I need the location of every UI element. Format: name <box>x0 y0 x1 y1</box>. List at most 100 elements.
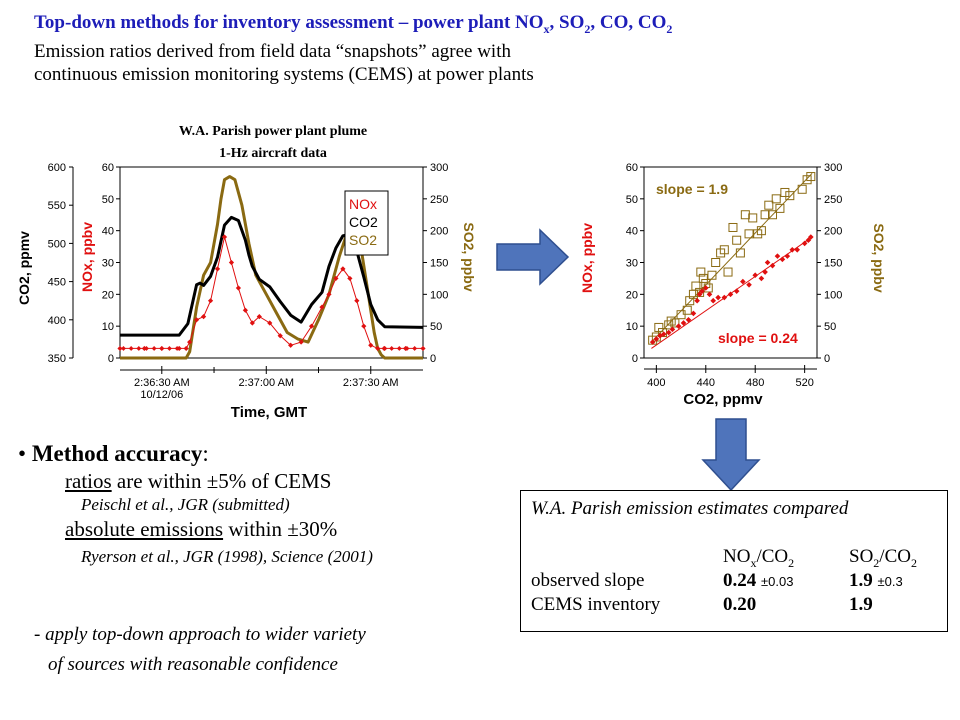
legend-so2: SO2 <box>349 232 377 248</box>
nox-scatter-point <box>746 281 752 288</box>
nox-series-point <box>235 285 242 291</box>
right-so2-axis-label: SO2, ppbv <box>871 223 887 292</box>
so2-tick-label: 250 <box>430 194 448 206</box>
citation-peischl: Peischl et al., JGR (submitted) <box>81 495 290 514</box>
nox-series-point <box>340 266 346 272</box>
time-tick-label: 2:37:00 AM <box>238 377 294 389</box>
so2-scatter-point <box>768 210 778 220</box>
nox-scatter-point <box>769 262 776 269</box>
so2-scatter-point <box>698 273 708 283</box>
nox-baseline-point <box>174 346 180 351</box>
nox-scatter-point <box>727 291 734 298</box>
so2-scatter-point <box>732 235 742 245</box>
co2-tick-label: 400 <box>48 315 66 327</box>
apply-note-line-1: - apply top-down approach to wider varie… <box>34 624 366 645</box>
slide-subtitle-line-2: continuous emission monitoring systems (… <box>34 63 534 85</box>
nox-scatter-point <box>758 275 765 282</box>
right-so2-tick-label: 150 <box>824 258 842 270</box>
nox-scatter-point <box>665 329 672 336</box>
nox-scatter-point <box>680 320 687 326</box>
nox-scatter-point <box>675 323 682 329</box>
nox-baseline-point <box>396 346 402 351</box>
so2-scatter-point <box>723 267 733 277</box>
nox-baseline-point <box>136 346 142 351</box>
nox-scatter-point <box>764 259 771 266</box>
nox-series-point <box>326 291 332 297</box>
nox-tick-label: 10 <box>102 321 114 333</box>
nox-scatter-point <box>794 246 801 253</box>
so2-fit-line <box>651 173 813 343</box>
nox-scatter-point <box>805 237 812 244</box>
time-tick-date: 10/12/06 <box>140 389 183 401</box>
nox-series-point <box>308 323 315 329</box>
nox-scatter-point <box>685 317 692 323</box>
so2-scatter-point <box>756 226 766 236</box>
nox-series-point <box>214 266 221 272</box>
right-nox-tick-label: 40 <box>626 226 638 238</box>
so2-tick-label: 50 <box>430 321 442 333</box>
co2-axis-label: CO2, ppmv <box>16 231 32 305</box>
nox-baseline-point <box>121 346 126 351</box>
nox-scatter-point <box>774 253 781 259</box>
nox-scatter-point <box>696 291 703 298</box>
right-nox-tick-label: 0 <box>632 353 638 365</box>
right-co2-axis-label: CO2, ppmv <box>683 391 763 408</box>
nox-scatter-point <box>660 331 667 337</box>
right-nox-tick-label: 60 <box>626 162 638 174</box>
so2-scatter-point <box>771 194 781 204</box>
nox-scatter-point <box>721 294 728 301</box>
nox-series-point <box>319 304 325 310</box>
nox-scatter-point <box>706 291 713 298</box>
nox-series-point <box>228 259 235 266</box>
nox-scatter-point <box>702 285 709 291</box>
so2-scatter-point <box>748 213 758 223</box>
nox-baseline-point <box>404 346 410 351</box>
right-nox-tick-label: 50 <box>626 194 638 206</box>
nox-scatter-point <box>649 339 656 345</box>
right-nox-axis-label: NOx, ppbv <box>579 223 595 293</box>
nox-tick-label: 30 <box>102 258 114 270</box>
apply-note-line-2: of sources with reasonable confidence <box>48 654 338 675</box>
left-chart-title-line-1: W.A. Parish power plant plume <box>179 124 367 139</box>
so2-scatter-point <box>785 191 795 201</box>
nox-baseline-point <box>167 346 172 351</box>
slide-subtitle-line-1: Emission ratios derived from field data … <box>34 40 511 62</box>
left-chart-title-line-2: 1-Hz aircraft data <box>219 146 327 161</box>
nox-axis-label-left: NOx, ppbv <box>79 222 95 292</box>
observed-so2-ratio: 1.9 ±0.3 <box>849 570 903 591</box>
so2-axis-label-left: SO2, ppbv <box>461 222 477 291</box>
so2-tick-label: 300 <box>430 162 448 174</box>
nox-series-point <box>200 314 207 320</box>
nox-series-point <box>267 320 273 326</box>
cems-nox-ratio: 0.20 <box>723 594 757 615</box>
nox-baseline-point <box>389 346 395 351</box>
method-accuracy-section: • Method accuracy: ratios are within ±5%… <box>18 440 498 568</box>
nox-scatter-point <box>690 310 697 317</box>
nox-tick-label: 50 <box>102 194 114 206</box>
nox-series-point <box>375 345 381 352</box>
so2-scatter-point <box>775 203 785 213</box>
right-nox-tick-label: 20 <box>626 289 638 301</box>
so2-scatter-point <box>764 200 774 210</box>
nox-series-point <box>298 339 304 345</box>
so2-scatter-point <box>707 270 717 280</box>
right-nox-tick-label: 10 <box>626 321 638 333</box>
nox-scatter-point <box>694 297 700 304</box>
nox-series-point <box>221 234 228 240</box>
nox-series-point <box>242 307 248 313</box>
time-series-chart: W.A. Parish power plant plume 1-Hz aircr… <box>16 124 477 421</box>
so2-scatter-point <box>728 222 738 232</box>
right-co2-tick-label: 480 <box>746 377 764 389</box>
nox-scatter-point <box>779 256 786 263</box>
so2-scatter-point <box>797 184 807 194</box>
nox-scatter-point <box>762 269 768 275</box>
nox-baseline-point <box>412 346 418 351</box>
time-tick-label: 2:36:30 AM <box>134 377 190 389</box>
nox-series-point <box>249 320 255 326</box>
nox-scatter-point <box>653 336 660 342</box>
nox-tick-label: 20 <box>102 289 114 301</box>
nox-scatter-point <box>752 272 759 279</box>
right-so2-tick-label: 0 <box>824 353 830 365</box>
